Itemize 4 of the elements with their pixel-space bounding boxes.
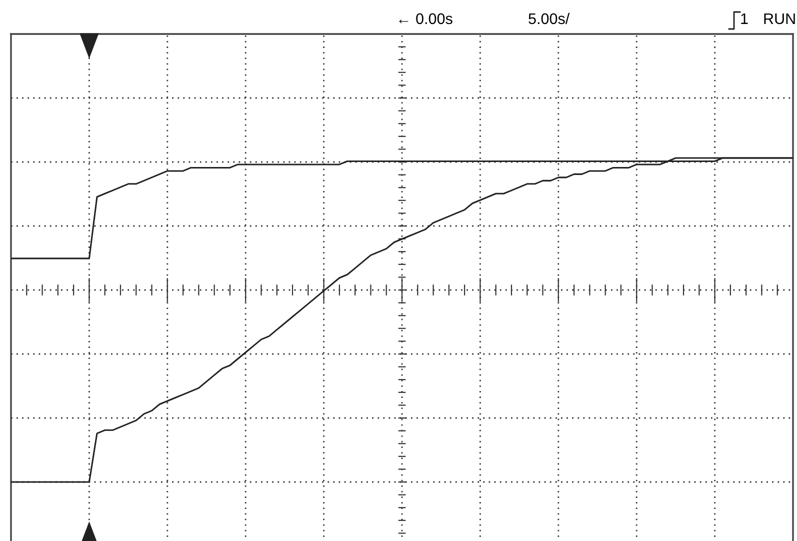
text: RUN [764, 13, 795, 24]
text: 1 [741, 13, 748, 24]
text: ← 0.00s [399, 13, 452, 24]
text: 5.00s/ [528, 12, 570, 24]
